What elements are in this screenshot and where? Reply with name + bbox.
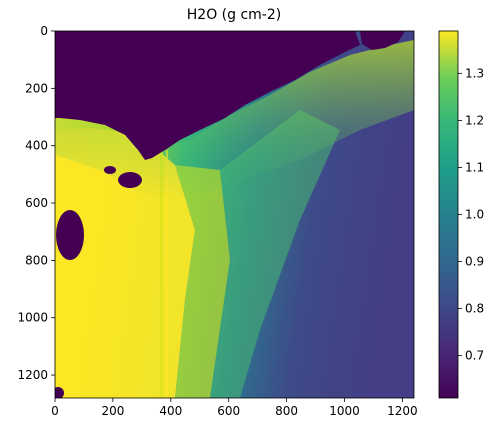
colorbar-axis: 0.7 0.8 0.9 1.0 1.1 1.2 1.3: [458, 66, 484, 363]
dark-blob-4: [104, 166, 116, 174]
stripe-1: [160, 150, 163, 398]
y-tick-label: 800: [25, 253, 48, 267]
y-tick-label: 1000: [17, 311, 48, 325]
x-tick-label: 400: [159, 404, 182, 418]
x-tick-label: 1000: [329, 404, 360, 418]
colorbar-tick-label: 0.7: [465, 349, 484, 363]
colorbar: [438, 30, 459, 399]
x-tick-label: 600: [217, 404, 240, 418]
x-tick-label: 200: [101, 404, 124, 418]
dark-blob-1: [118, 172, 142, 188]
top-edge-band: [55, 40, 414, 200]
colorbar-tick-label: 1.2: [465, 113, 484, 127]
green-band: [210, 110, 340, 398]
x-tick-label: 1200: [387, 404, 418, 418]
stripe-2: [166, 150, 168, 398]
y-tick-label: 200: [25, 81, 48, 95]
colorbar-tick-label: 1.3: [465, 66, 484, 80]
y-tick-label: 0: [40, 24, 48, 38]
y-tick-label: 600: [25, 196, 48, 210]
chart-title: H2O (g cm-2): [187, 7, 281, 23]
plot-frame: [54, 30, 415, 399]
dark-region: [55, 31, 360, 160]
y-axis: 0 200 400 600 800 1000 1200: [17, 24, 55, 382]
heatmap-image: [55, 31, 414, 398]
dark-blob-3: [55, 387, 64, 398]
x-tick-label: 800: [275, 404, 298, 418]
colorbar-tick-label: 1.1: [465, 160, 484, 174]
colorbar-tick-label: 1.0: [465, 208, 484, 222]
x-axis: 0 200 400 600 800 1000 1200: [51, 398, 418, 418]
colorbar-tick-label: 0.9: [465, 255, 484, 269]
colorbar-tick-label: 0.8: [465, 302, 484, 316]
x-tick-label: 0: [51, 404, 59, 418]
dark-blob-2: [56, 210, 84, 260]
y-tick-label: 400: [25, 139, 48, 153]
bright-region-fade: [175, 165, 230, 398]
dark-region-top-right: [360, 31, 405, 50]
y-tick-label: 1200: [17, 368, 48, 382]
